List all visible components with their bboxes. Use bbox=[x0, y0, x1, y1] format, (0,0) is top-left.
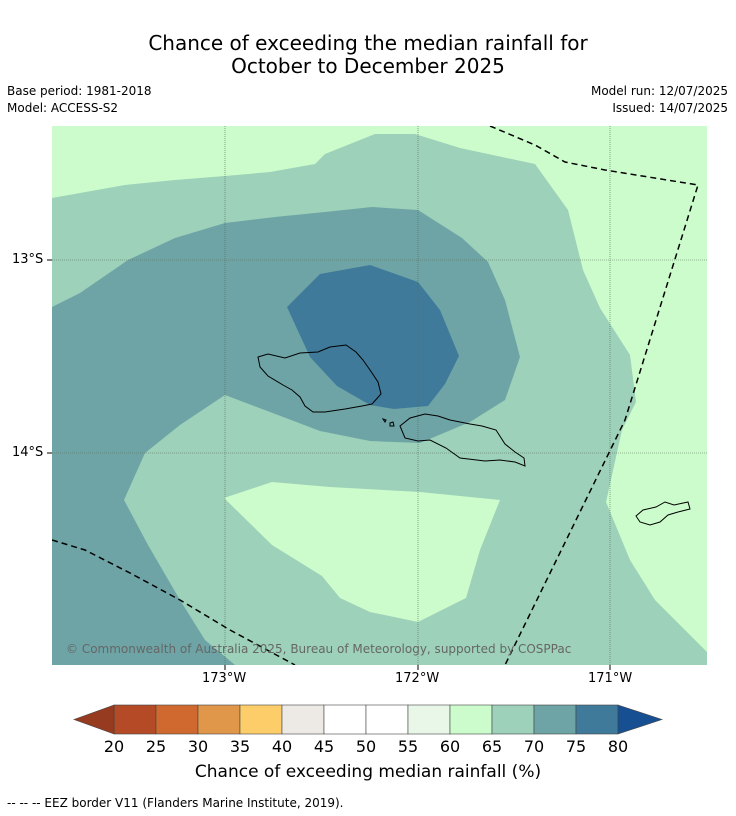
colorbar-tick-label: 45 bbox=[313, 737, 335, 756]
colorbar-tick-label: 25 bbox=[145, 737, 167, 756]
colorbar-tick-label: 20 bbox=[103, 737, 125, 756]
lat-label-14s: 14°S bbox=[12, 445, 44, 460]
colorbar-over-arrow bbox=[617, 704, 663, 735]
eez-border bbox=[52, 126, 699, 665]
model-name: Model: ACCESS-S2 bbox=[7, 101, 119, 115]
colorbar-tick-label: 80 bbox=[607, 737, 629, 756]
colorbar-segment bbox=[197, 704, 241, 735]
upolu-island bbox=[399, 413, 526, 467]
contour-layer: © Commonwealth of Australia 2025, Bureau… bbox=[52, 126, 707, 665]
colorbar-tick-label: 75 bbox=[565, 737, 587, 756]
lon-label-172w: 172°W bbox=[395, 671, 440, 686]
colorbar-tick-label: 35 bbox=[229, 737, 251, 756]
colorbar-segment bbox=[281, 704, 325, 735]
colorbar-tick-label: 30 bbox=[187, 737, 209, 756]
band-75-80 bbox=[287, 265, 459, 409]
colorbar-tick-label: 70 bbox=[523, 737, 545, 756]
colorbar-segment bbox=[365, 704, 409, 735]
colorbar-segment bbox=[323, 704, 367, 735]
lat-label-13s: 13°S bbox=[12, 252, 44, 267]
map-title-line1: Chance of exceeding the median rainfall … bbox=[148, 31, 588, 55]
colorbar-tick-label: 55 bbox=[397, 737, 419, 756]
colorbar-segment bbox=[533, 704, 577, 735]
colorbar-segment bbox=[575, 704, 619, 735]
axis-ticks bbox=[47, 259, 611, 670]
islands bbox=[257, 344, 691, 526]
tutuila-island bbox=[635, 501, 691, 526]
colorbar-tick-label: 65 bbox=[481, 737, 503, 756]
apolima-islet bbox=[389, 421, 395, 427]
model-run: Model run: 12/07/2025 bbox=[590, 84, 728, 98]
colorbar-label: Chance of exceeding median rainfall (%) bbox=[194, 762, 542, 782]
colorbar-segment bbox=[155, 704, 199, 735]
colorbar-tick-label: 40 bbox=[271, 737, 293, 756]
manono-islet bbox=[381, 418, 387, 423]
colorbar-segment bbox=[407, 704, 451, 735]
copyright-notice: © Commonwealth of Australia 2025, Bureau… bbox=[66, 642, 571, 656]
colorbar-under-arrow bbox=[73, 704, 115, 735]
lon-label-173w: 173°W bbox=[202, 671, 247, 686]
colorbar bbox=[73, 704, 663, 735]
lon-label-171w: 171°W bbox=[588, 671, 633, 686]
colorbar-tick-label: 60 bbox=[439, 737, 461, 756]
colorbar-segment bbox=[491, 704, 535, 735]
base-period: Base period: 1981-2018 bbox=[7, 84, 152, 98]
colorbar-segment bbox=[449, 704, 493, 735]
map-title-line2: October to December 2025 bbox=[231, 54, 505, 78]
colorbar-tick-label: 50 bbox=[355, 737, 377, 756]
colorbar-segment bbox=[239, 704, 283, 735]
issued-date: Issued: 14/07/2025 bbox=[612, 101, 728, 115]
colorbar-segment bbox=[113, 704, 157, 735]
eez-legend: -- -- -- EEZ border V11 (Flanders Marine… bbox=[7, 796, 344, 810]
savaii-island bbox=[257, 344, 382, 413]
